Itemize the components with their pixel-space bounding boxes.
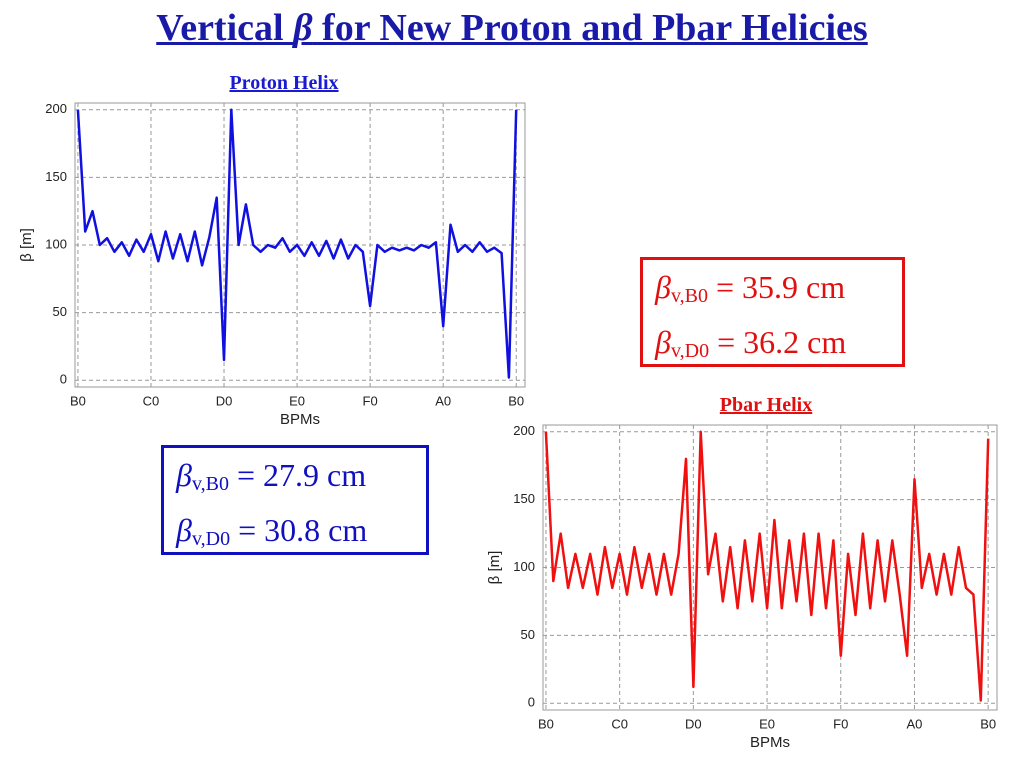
beta-line: βv,D0 = 30.8 cm [176,507,414,562]
beta-text: = 35.9 cm [707,269,846,305]
y-axis-label: β [m] [486,551,503,585]
beta-box: βv,B0 = 27.9 cm βv,D0 = 30.8 cm [161,445,429,555]
x-tick-label: A0 [907,716,923,731]
x-tick-label: E0 [759,716,775,731]
beta-line: βv,B0 = 35.9 cm [655,264,890,319]
beta-sub: v,B0 [191,473,229,495]
line [76,108,518,379]
y-tick-label: 0 [528,695,535,710]
x-tick-label: D0 [685,716,702,731]
x-axis-label: BPMs [280,411,320,428]
chart-title: Pbar Helix [719,394,813,416]
x-tick-label: C0 [611,716,628,731]
x-tick-label: D0 [216,393,233,408]
x-tick-label: B0 [538,716,554,731]
y-tick-label: 150 [513,491,535,506]
beta-text: = 36.2 cm [709,324,847,360]
x-axis-label: BPMs [750,734,790,751]
chart-title: Proton Helix [229,72,339,94]
slide-title: Vertical β for New Proton and Pbar Helic… [0,6,1024,50]
beta-sub: v,B0 [670,285,708,307]
beta-symbol: β [655,324,671,360]
title-text: Vertical [156,7,294,49]
y-tick-label: 150 [45,169,67,184]
y-tick-label: 0 [60,372,67,387]
y-tick-label: 100 [45,236,67,251]
beta-symbol: β [176,512,192,548]
line [544,430,990,702]
x-tick-label: E0 [289,393,305,408]
beta-sub: v,D0 [670,340,710,362]
beta-line: βv,D0 = 36.2 cm [655,319,890,374]
x-tick-label: B0 [980,716,996,731]
y-tick-label: 200 [513,423,535,438]
x-tick-label: C0 [143,393,160,408]
x-tick-label: B0 [508,393,524,408]
title-symbol: β [293,7,313,49]
y-axis-label: β [m] [18,228,35,262]
y-tick-label: 50 [521,627,535,642]
beta-symbol: β [176,457,192,493]
beta-text: = 27.9 cm [228,457,367,493]
beta-sub: v,D0 [191,528,231,550]
beta-box: βv,B0 = 35.9 cm βv,D0 = 36.2 cm [640,257,905,367]
x-tick-label: F0 [363,393,378,408]
title-text: for New Proton and Pbar Helicies [312,7,868,49]
beta-text: = 30.8 cm [230,512,368,548]
beta-symbol: β [655,269,671,305]
x-tick-label: F0 [833,716,848,731]
beta-line: βv,B0 = 27.9 cm [176,452,414,507]
x-tick-label: B0 [70,393,86,408]
y-tick-label: 200 [45,101,67,116]
y-tick-label: 50 [53,304,67,319]
x-tick-label: A0 [435,393,451,408]
y-tick-label: 100 [513,559,535,574]
